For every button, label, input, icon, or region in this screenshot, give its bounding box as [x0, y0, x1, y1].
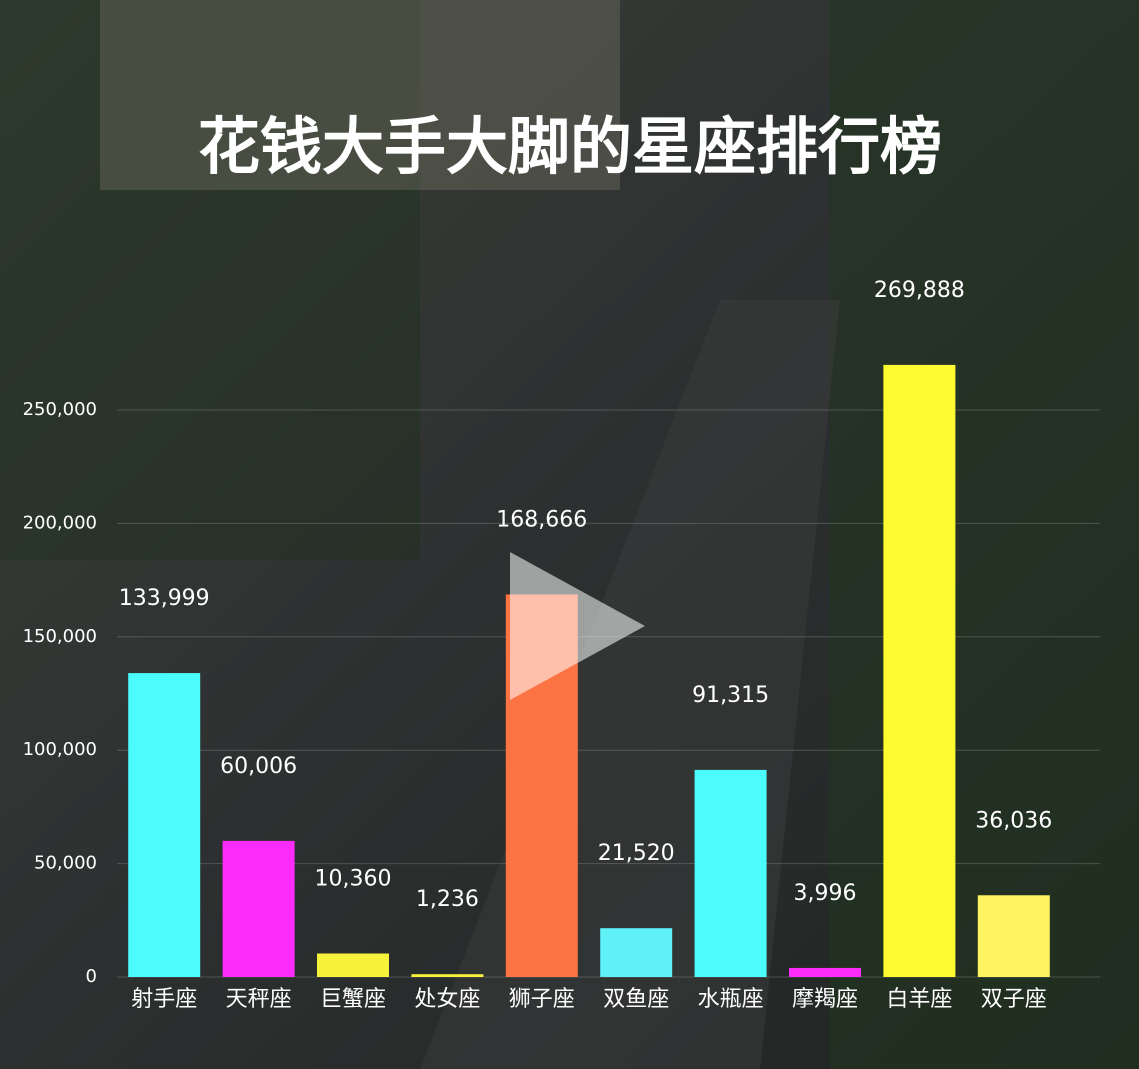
bar — [222, 840, 295, 977]
x-tick-label: 水瓶座 — [698, 987, 764, 1012]
bar — [411, 974, 484, 977]
y-tick-label: 100,000 — [23, 739, 97, 760]
bar — [600, 928, 673, 977]
y-tick-label: 150,000 — [23, 626, 97, 647]
value-label: 1,236 — [416, 887, 479, 912]
y-tick-label: 200,000 — [23, 512, 97, 533]
value-label: 269,888 — [874, 278, 965, 303]
y-tick-label: 0 — [86, 966, 97, 987]
bar — [694, 769, 767, 977]
buildings — [100, 0, 620, 190]
x-tick-label: 双鱼座 — [603, 987, 669, 1012]
x-tick-label: 狮子座 — [509, 987, 575, 1012]
chart-title: 花钱大手大脚的星座排行榜 — [198, 110, 942, 183]
x-tick-label: 双子座 — [981, 987, 1047, 1012]
x-tick-label: 射手座 — [131, 987, 197, 1012]
y-tick-label: 50,000 — [34, 853, 97, 874]
x-tick-label: 白羊座 — [886, 987, 952, 1012]
value-label: 10,360 — [315, 867, 392, 892]
bar — [128, 673, 201, 977]
bar — [789, 967, 861, 977]
trees-left — [0, 0, 420, 560]
bar — [883, 364, 956, 977]
value-label: 133,999 — [119, 586, 210, 611]
value-label: 3,996 — [794, 881, 857, 906]
trees-right — [830, 0, 1139, 1069]
x-tick-label: 天秤座 — [226, 987, 292, 1012]
value-label: 168,666 — [496, 507, 587, 532]
value-label: 91,315 — [692, 683, 769, 708]
x-tick-label: 处女座 — [414, 987, 480, 1012]
value-label: 60,006 — [220, 754, 297, 779]
x-tick-label: 巨蟹座 — [320, 987, 386, 1012]
value-label: 21,520 — [598, 841, 675, 866]
bar — [977, 895, 1050, 977]
bar — [317, 953, 389, 977]
play-button[interactable] — [510, 552, 645, 700]
value-label: 36,036 — [975, 808, 1052, 833]
x-tick-label: 摩羯座 — [792, 987, 858, 1012]
y-tick-label: 250,000 — [23, 399, 97, 420]
